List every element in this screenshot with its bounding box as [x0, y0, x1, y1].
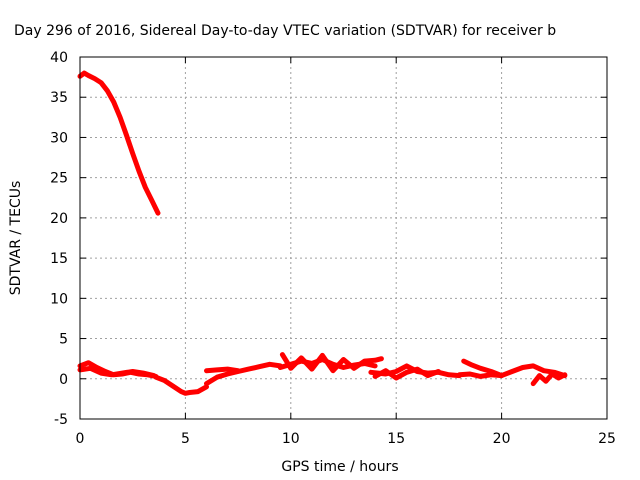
- y-tick-labels: -5 0 5 10 15 20 25 30 35 40: [50, 50, 68, 428]
- y-tick-label: 35: [50, 90, 68, 106]
- series-line-segment-5b: [279, 352, 384, 374]
- grid: [80, 57, 607, 419]
- tick-marks: [79, 56, 608, 420]
- series-line-segment-3: [153, 374, 209, 396]
- y-tick-label: 5: [59, 332, 68, 348]
- plot-area-frame: [79, 56, 608, 420]
- x-tick-label: 10: [282, 431, 300, 447]
- series-line-segment-6b: [372, 366, 441, 381]
- series-line-segment-7c: [530, 371, 568, 387]
- y-tick-label: 25: [50, 171, 68, 187]
- x-tick-label: 20: [493, 431, 511, 447]
- y-tick-label: 40: [50, 50, 68, 66]
- series-line-segment-7b: [461, 358, 505, 379]
- x-tick-labels: 0 5 10 15 20 25: [76, 431, 616, 447]
- y-tick-label: 10: [50, 291, 68, 307]
- x-axis-title: GPS time / hours: [281, 459, 398, 475]
- y-tick-label: 20: [50, 211, 68, 227]
- x-tick-label: 5: [181, 431, 190, 447]
- x-tick-label: 25: [598, 431, 616, 447]
- series-layer: [77, 70, 568, 396]
- x-tick-label: 0: [76, 431, 85, 447]
- series-line-segment-2b: [77, 365, 157, 379]
- y-axis-title: SDTVAR / TECUs: [8, 181, 24, 296]
- series-line-segment-4: [204, 361, 283, 387]
- y-tick-label: 0: [59, 372, 68, 388]
- y-tick-label: 30: [50, 130, 68, 146]
- chart-title: Day 296 of 2016, Sidereal Day-to-day VTE…: [14, 23, 556, 39]
- x-tick-label: 15: [387, 431, 405, 447]
- y-tick-label: 15: [50, 251, 68, 267]
- y-tick-label: -5: [54, 412, 68, 428]
- series-line-segment-4b: [204, 366, 241, 374]
- series-line-segment-7: [456, 363, 568, 379]
- series-line-segment-1: [77, 70, 161, 216]
